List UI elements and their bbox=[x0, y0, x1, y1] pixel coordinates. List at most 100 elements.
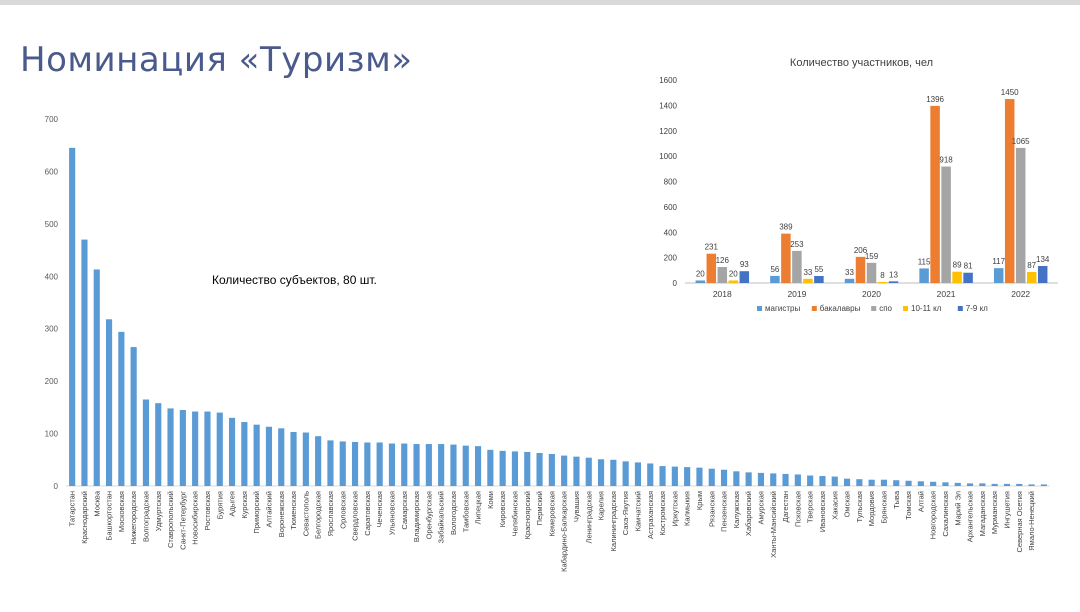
x-tick-label: 2020 bbox=[862, 289, 881, 299]
x-tick-label: Калининградская bbox=[609, 491, 618, 551]
chart-title: Количество субъектов, 80 шт. bbox=[212, 273, 377, 287]
x-tick-label: Тюменская bbox=[289, 491, 298, 530]
bar bbox=[671, 466, 678, 486]
bar bbox=[807, 475, 814, 486]
bar bbox=[1040, 484, 1047, 486]
bar bbox=[216, 412, 223, 486]
data-label: 33 bbox=[845, 268, 854, 277]
y-tick-label: 1200 bbox=[659, 127, 677, 136]
x-tick-label: Владимирская bbox=[412, 491, 421, 542]
x-tick-label: Мурманская bbox=[990, 491, 999, 534]
x-tick-label: Краснодарский bbox=[80, 491, 89, 544]
y-tick-label: 600 bbox=[664, 203, 678, 212]
x-tick-label: Башкортостан bbox=[105, 491, 114, 541]
x-tick-label: Чеченская bbox=[375, 491, 384, 528]
x-tick-label: Брянская bbox=[879, 491, 888, 524]
page-title: Номинация «Туризм» bbox=[20, 40, 413, 80]
legend-label: 10-11 кл bbox=[911, 304, 942, 313]
x-tick-label: Тыва bbox=[892, 490, 901, 509]
bar bbox=[597, 459, 605, 486]
bar bbox=[659, 466, 666, 486]
bar bbox=[413, 444, 420, 486]
bar bbox=[228, 417, 236, 486]
legend-label: бакалавры bbox=[820, 304, 861, 313]
x-tick-label: Москва bbox=[92, 490, 101, 516]
bar bbox=[1028, 484, 1035, 486]
bar bbox=[739, 271, 750, 283]
x-tick-label: Удмуртская bbox=[154, 491, 163, 531]
bar bbox=[893, 480, 900, 486]
bar bbox=[1037, 265, 1048, 283]
x-tick-label: Пермский bbox=[535, 491, 544, 525]
y-tick-label: 300 bbox=[45, 325, 59, 334]
x-tick-label: Северная Осетия bbox=[1015, 491, 1024, 552]
x-tick-label: Тверская bbox=[806, 491, 815, 523]
bar bbox=[684, 467, 691, 486]
bar bbox=[866, 262, 877, 283]
bar bbox=[130, 347, 137, 486]
legend-swatch bbox=[811, 306, 817, 311]
bar bbox=[831, 476, 838, 486]
bar bbox=[290, 431, 297, 486]
x-tick-label: Костромская bbox=[658, 491, 667, 536]
x-tick-label: Ханты-Мансийский bbox=[769, 491, 778, 558]
data-label: 1065 bbox=[1012, 137, 1030, 146]
data-label: 159 bbox=[865, 252, 879, 261]
x-tick-label: Рязанская bbox=[707, 491, 716, 527]
bar bbox=[462, 445, 469, 486]
bar bbox=[942, 482, 949, 486]
bar bbox=[81, 239, 88, 486]
bar bbox=[69, 147, 76, 487]
bar bbox=[647, 463, 654, 486]
bar bbox=[696, 467, 703, 486]
bar bbox=[868, 479, 875, 486]
data-label: 918 bbox=[939, 156, 953, 165]
bar bbox=[610, 459, 617, 486]
bar bbox=[856, 479, 863, 486]
x-tick-label: Тамбовская bbox=[461, 491, 470, 532]
x-tick-label: Ленинградская bbox=[584, 491, 593, 543]
x-tick-label: Архангельская bbox=[966, 491, 975, 542]
legend-swatch bbox=[871, 306, 877, 311]
x-tick-label: Ямало-Ненецкий bbox=[1027, 491, 1036, 551]
x-tick-label: Самарская bbox=[400, 491, 409, 530]
y-tick-label: 0 bbox=[673, 279, 678, 288]
x-tick-label: Новгородская bbox=[929, 491, 938, 539]
chart-title: Количество участников, чел bbox=[790, 57, 933, 69]
y-tick-label: 1000 bbox=[659, 152, 677, 161]
x-tick-label: Ставропольский bbox=[166, 491, 175, 548]
legend-label: 7-9 кл bbox=[966, 304, 988, 313]
x-tick-label: Московская bbox=[117, 491, 126, 532]
y-tick-label: 1400 bbox=[659, 101, 677, 110]
bar bbox=[339, 441, 346, 486]
bar bbox=[1004, 99, 1015, 283]
x-tick-label: Татарстан bbox=[68, 491, 77, 526]
bar bbox=[1016, 483, 1023, 486]
x-tick-label: Иркутская bbox=[670, 491, 679, 526]
x-tick-label: Белгородская bbox=[314, 491, 323, 539]
bar bbox=[204, 411, 211, 486]
bar bbox=[167, 408, 174, 486]
x-tick-label: Ингушетия bbox=[1002, 491, 1011, 529]
legend-swatch bbox=[903, 306, 908, 311]
x-tick-label: Бурятия bbox=[215, 491, 224, 519]
bar bbox=[728, 280, 739, 283]
x-tick-label: Кабардино-Балкарская bbox=[560, 491, 569, 572]
bar bbox=[278, 428, 285, 486]
bar bbox=[905, 480, 912, 486]
bar bbox=[438, 444, 445, 486]
bar bbox=[142, 399, 150, 486]
data-label: 20 bbox=[729, 269, 738, 278]
bar bbox=[717, 267, 728, 283]
x-tick-label: Чувашия bbox=[572, 491, 581, 522]
bar bbox=[487, 449, 494, 486]
data-label: 20 bbox=[696, 269, 705, 278]
bar bbox=[708, 468, 715, 486]
bar bbox=[781, 233, 791, 283]
bar bbox=[388, 443, 396, 486]
y-tick-label: 400 bbox=[664, 228, 678, 237]
bar bbox=[844, 278, 855, 283]
data-label: 87 bbox=[1027, 261, 1036, 270]
bar bbox=[794, 474, 801, 486]
